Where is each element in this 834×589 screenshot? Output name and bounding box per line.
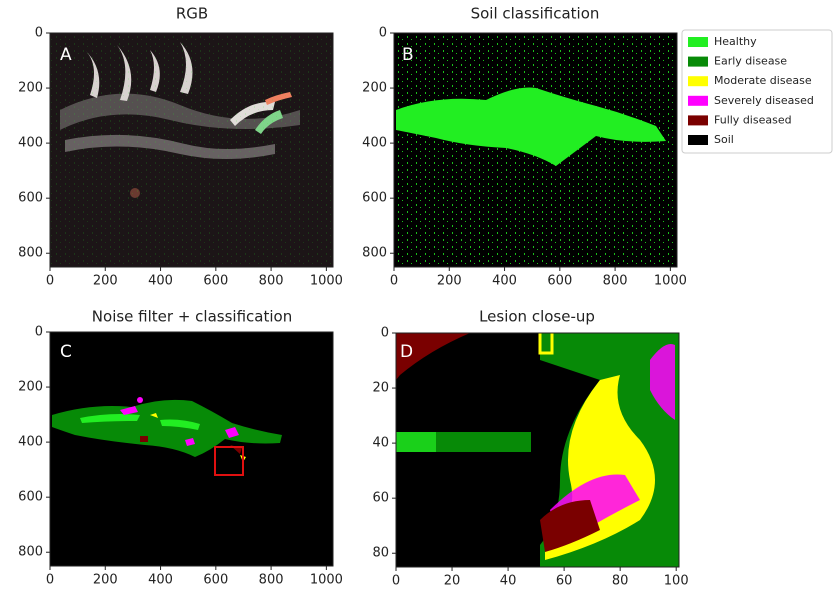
legend-swatch <box>688 37 708 47</box>
x-tick-label: 1000 <box>654 274 687 289</box>
x-tick-label: 200 <box>437 274 462 289</box>
x-tick-label: 200 <box>93 274 118 289</box>
x-tick-label: 0 <box>390 274 398 289</box>
y-tick-label: 600 <box>362 191 387 206</box>
legend-swatch <box>688 76 708 86</box>
legend-label: Fully diseased <box>714 113 792 126</box>
y-tick-label: 400 <box>18 136 43 151</box>
y-tick-label: 200 <box>18 380 43 395</box>
y-tick-label: 800 <box>362 246 387 261</box>
y-tick-label: 200 <box>362 81 387 96</box>
y-tick-label: 200 <box>18 81 43 96</box>
rgb-image <box>50 33 333 267</box>
x-tick-label: 400 <box>492 274 517 289</box>
y-tick-label: 20 <box>372 381 389 396</box>
x-tick-label: 800 <box>259 573 284 588</box>
legend-swatch <box>688 96 708 106</box>
x-tick-label: 80 <box>612 574 629 589</box>
x-tick-label: 200 <box>93 573 118 588</box>
x-tick-label: 0 <box>392 574 400 589</box>
x-tick-label: 600 <box>203 274 228 289</box>
legend-label: Severely diseased <box>714 94 814 107</box>
figure: RGBA020040060080010000200400600800Soil c… <box>0 0 834 589</box>
legend-label: Early disease <box>714 55 787 68</box>
x-tick-label: 600 <box>203 573 228 588</box>
panel-letter: B <box>402 45 414 65</box>
x-tick-label: 100 <box>664 574 689 589</box>
panel-letter: C <box>60 342 72 362</box>
y-tick-label: 800 <box>18 246 43 261</box>
y-tick-label: 0 <box>35 325 43 340</box>
x-tick-label: 1000 <box>310 274 343 289</box>
y-tick-label: 40 <box>372 436 389 451</box>
panel-title: Noise filter + classification <box>92 308 292 326</box>
panel-title: Soil classification <box>471 5 600 23</box>
legend-swatch <box>688 135 708 145</box>
y-tick-label: 800 <box>18 545 43 560</box>
closeup-image <box>396 333 679 567</box>
y-tick-label: 400 <box>18 435 43 450</box>
x-tick-label: 0 <box>46 573 54 588</box>
legend-swatch <box>688 57 708 67</box>
y-tick-label: 400 <box>362 136 387 151</box>
panel-letter: A <box>60 45 72 65</box>
x-tick-label: 400 <box>148 274 173 289</box>
panel-letter: D <box>400 342 413 362</box>
x-tick-label: 600 <box>547 274 572 289</box>
x-tick-label: 800 <box>259 274 284 289</box>
y-tick-label: 0 <box>35 26 43 41</box>
legend-swatch <box>688 115 708 125</box>
x-tick-label: 800 <box>603 274 628 289</box>
y-tick-label: 0 <box>379 26 387 41</box>
legend-label: Healthy <box>714 35 757 48</box>
y-tick-label: 80 <box>372 546 389 561</box>
legend-box <box>682 30 832 153</box>
filtered-image <box>50 332 333 566</box>
y-tick-label: 60 <box>372 491 389 506</box>
x-tick-label: 0 <box>46 274 54 289</box>
x-tick-label: 60 <box>556 574 573 589</box>
panel-title: RGB <box>176 5 208 23</box>
y-tick-label: 0 <box>381 326 389 341</box>
y-tick-label: 600 <box>18 490 43 505</box>
y-tick-label: 600 <box>18 191 43 206</box>
classification-image <box>394 33 677 267</box>
x-tick-label: 400 <box>148 573 173 588</box>
x-tick-label: 1000 <box>310 573 343 588</box>
legend-label: Moderate disease <box>714 74 812 87</box>
legend-label: Soil <box>714 133 734 146</box>
x-tick-label: 40 <box>500 574 517 589</box>
x-tick-label: 20 <box>444 574 461 589</box>
panel-title: Lesion close-up <box>479 308 595 326</box>
